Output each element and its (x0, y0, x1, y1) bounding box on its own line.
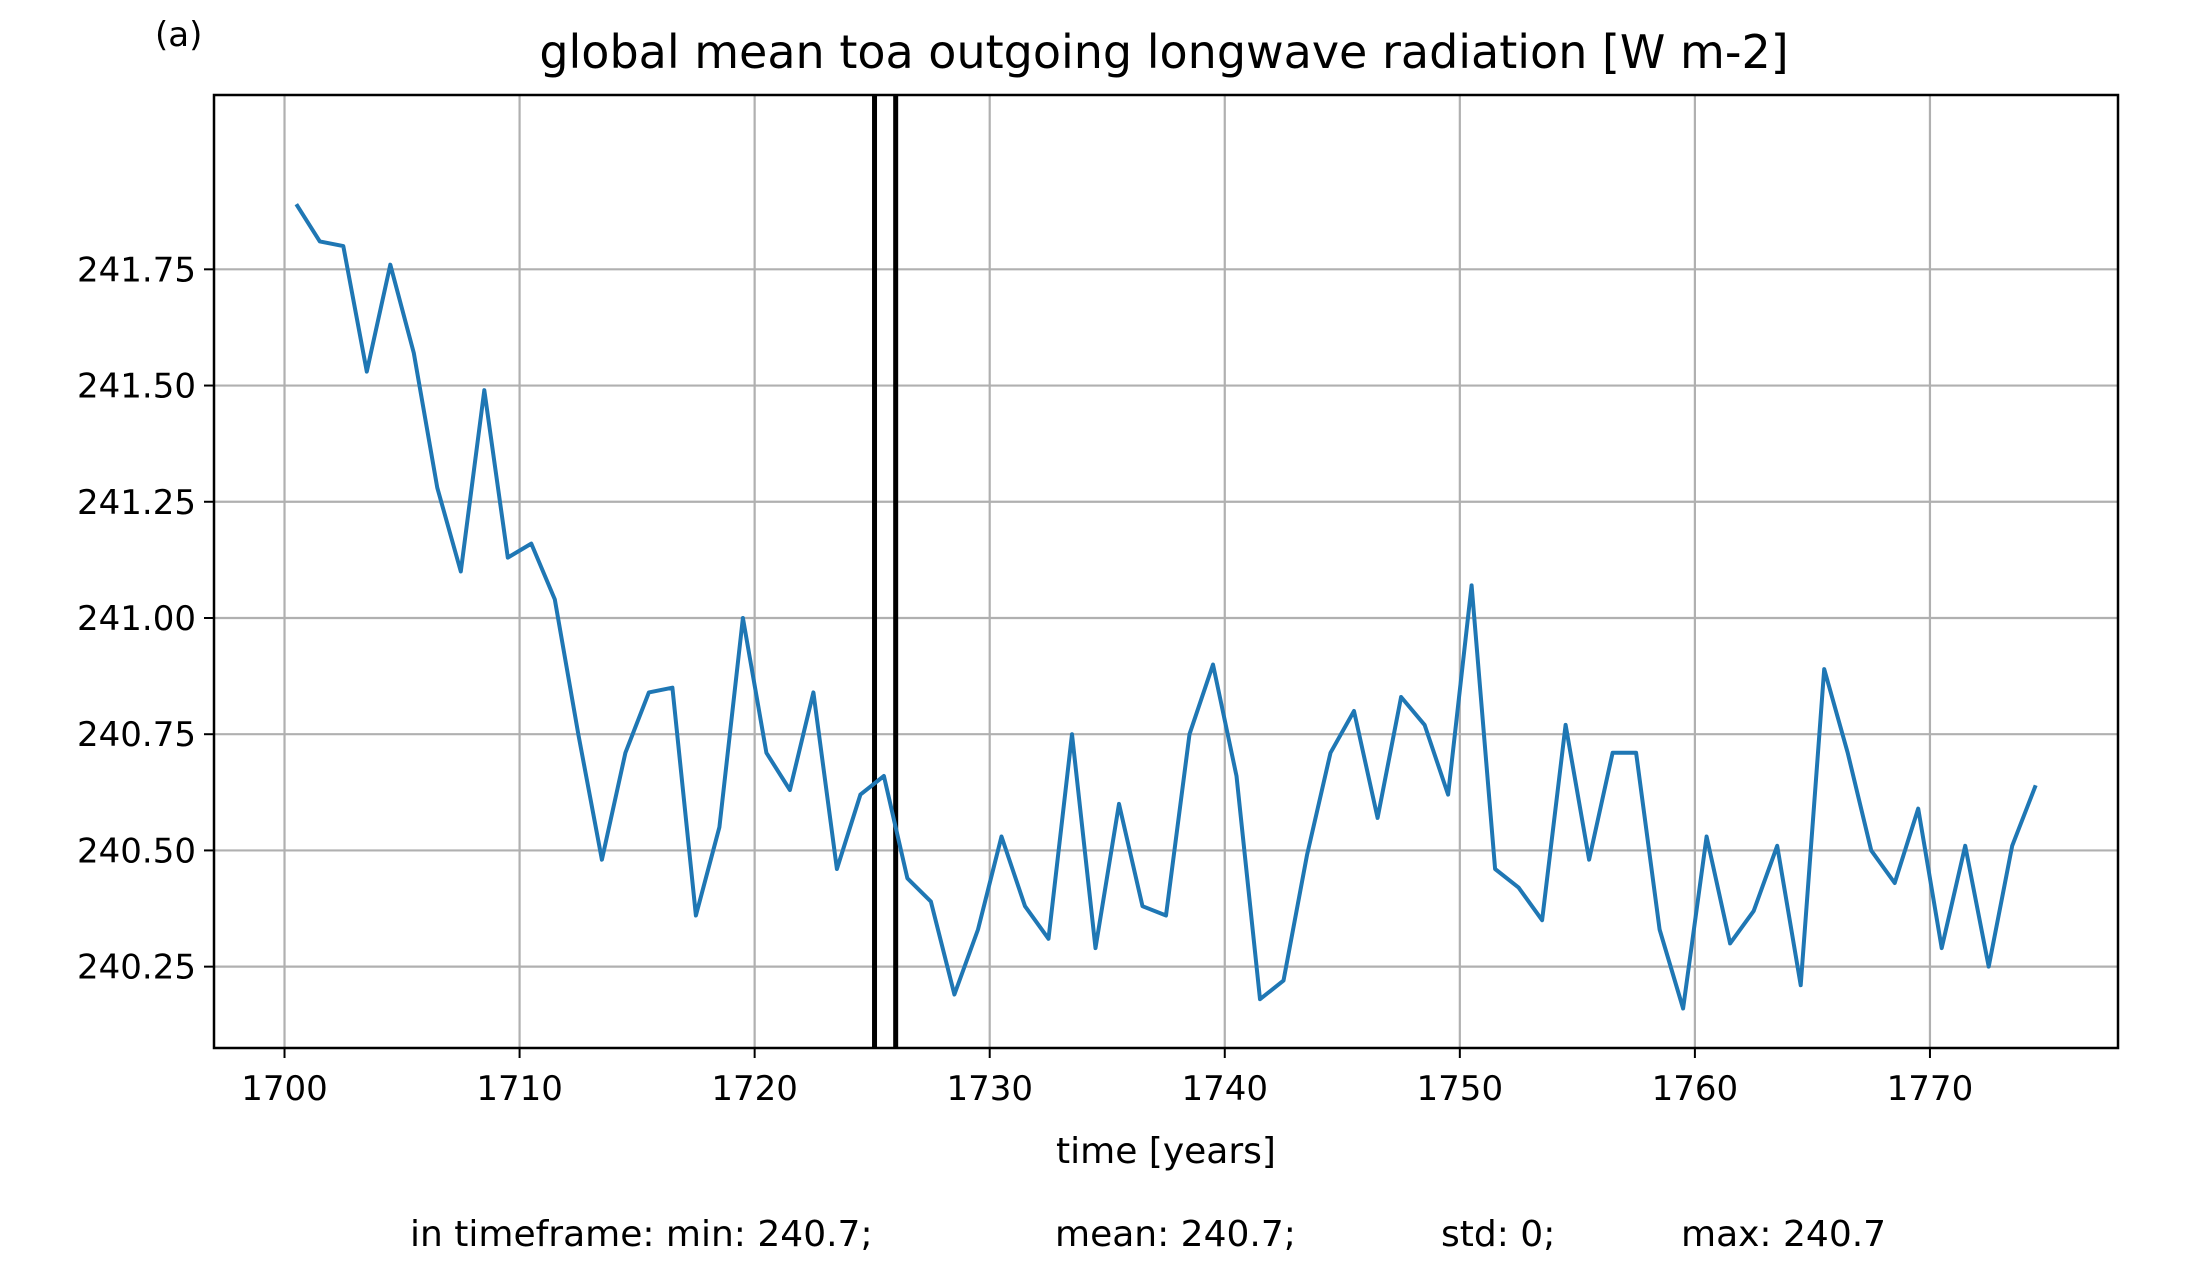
panel-label: (a) (155, 15, 202, 55)
y-tick-label: 241.00 (77, 599, 196, 639)
marker-lines (872, 95, 899, 1048)
x-tick-label: 1700 (241, 1069, 328, 1109)
stat-mean: mean: 240.7; (1055, 1214, 1296, 1255)
series-line (294, 203, 2038, 1011)
x-tick-label: 1770 (1887, 1069, 1974, 1109)
stat-std: std: 0; (1441, 1214, 1555, 1255)
plot-frame (212, 93, 2120, 1050)
x-tick-label: 1750 (1417, 1069, 1504, 1109)
y-tick-label: 240.75 (77, 715, 196, 755)
x-tick-label: 1760 (1652, 1069, 1739, 1109)
x-axis-label: time [years] (1056, 1131, 1276, 1172)
stat-min: in timeframe: min: 240.7; (410, 1214, 873, 1255)
y-axis: 240.25 240.50 240.75 241.00 241.25 241.50 241.… (77, 250, 214, 988)
grid-lines (214, 95, 2118, 1048)
x-tick-label: 1730 (946, 1069, 1033, 1109)
x-tick-label: 1740 (1181, 1069, 1268, 1109)
series-group (294, 203, 2038, 1011)
stat-max: max: 240.7 (1681, 1214, 1886, 1255)
y-tick-label: 240.50 (77, 831, 196, 871)
y-tick-label: 241.25 (77, 483, 196, 523)
x-tick-label: 1710 (476, 1069, 563, 1109)
chart-title: global mean toa outgoing longwave radiat… (539, 25, 1788, 79)
y-tick-label: 240.25 (77, 948, 196, 988)
x-tick-label: 1720 (711, 1069, 798, 1109)
y-tick-label: 241.50 (77, 367, 196, 407)
y-tick-label: 241.75 (77, 250, 196, 290)
x-axis: 1700 1710 1720 1730 1740 1750 1760 1770 (241, 1048, 1973, 1109)
